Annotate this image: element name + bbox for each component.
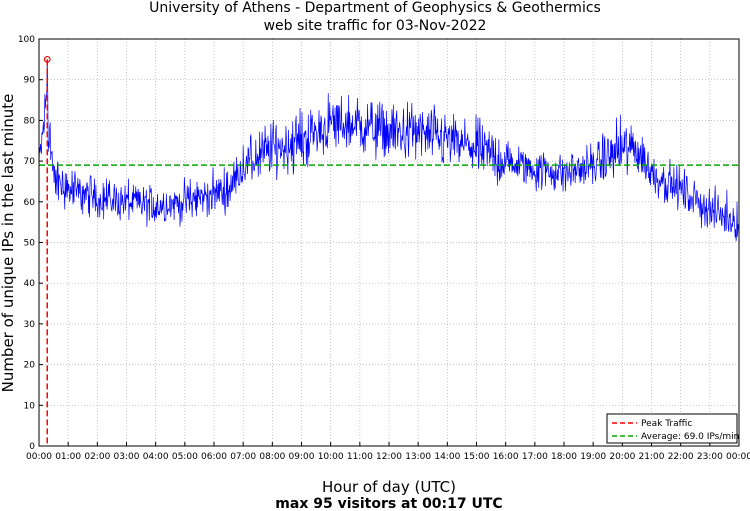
x-tick-label: 03:00	[114, 452, 140, 462]
x-tick-label: 01:00	[55, 452, 81, 462]
traffic-series-line	[38, 59, 740, 242]
chart-subtitle: web site traffic for 03-Nov-2022	[264, 18, 487, 34]
legend-average-label: Average: 69.0 IPs/min	[641, 432, 739, 442]
y-tick-layer: 0 10 20 30 40 50 60 70 80 90 100	[18, 35, 43, 452]
y-tick-label: 10	[24, 401, 36, 411]
x-tick-label: 05:00	[172, 452, 198, 462]
x-tick-label: 02:00	[84, 452, 110, 462]
x-tick-label: 11:00	[347, 452, 373, 462]
y-tick-label: 0	[29, 442, 35, 452]
y-tick-label: 50	[24, 239, 36, 249]
y-tick-label: 20	[24, 361, 36, 371]
x-tick-label: 00:00	[726, 452, 750, 462]
x-tick-label: 12:00	[376, 452, 402, 462]
x-tick-label: 08:00	[259, 452, 285, 462]
x-tick-label: 17:00	[522, 452, 548, 462]
x-tick-label: 16:00	[493, 452, 519, 462]
x-tick-label: 07:00	[230, 452, 256, 462]
x-tick-label: 09:00	[289, 452, 315, 462]
x-tick-label: 04:00	[143, 452, 169, 462]
legend-peak-label: Peak Traffic	[641, 419, 692, 429]
y-tick-label: 60	[24, 198, 36, 208]
y-tick-label: 70	[24, 157, 36, 167]
x-tick-label: 21:00	[639, 452, 665, 462]
y-tick-label: 40	[24, 279, 36, 289]
x-tick-label: 00:00	[26, 452, 52, 462]
x-tick-label: 15:00	[464, 452, 490, 462]
peak-footer: max 95 visitors at 00:17 UTC	[275, 496, 502, 511]
x-tick-label: 23:00	[697, 452, 723, 462]
grid-layer	[39, 39, 739, 446]
y-tick-label: 30	[24, 320, 36, 330]
x-tick-label: 14:00	[434, 452, 460, 462]
x-tick-label: 20:00	[609, 452, 635, 462]
y-tick-label: 80	[24, 116, 36, 126]
x-tick-label: 10:00	[318, 452, 344, 462]
chart-title: University of Athens - Department of Geo…	[149, 0, 601, 16]
x-tick-label: 13:00	[405, 452, 431, 462]
x-axis-title: Hour of day (UTC)	[322, 478, 456, 496]
legend: Peak Traffic Average: 69.0 IPs/min	[606, 413, 739, 444]
x-tick-label: 19:00	[580, 452, 606, 462]
y-tick-label: 90	[24, 76, 36, 86]
marker-layer	[39, 55, 739, 446]
x-tick-label: 06:00	[201, 452, 227, 462]
x-tick-label: 18:00	[551, 452, 577, 462]
x-tick-label: 22:00	[668, 452, 694, 462]
series-layer	[38, 59, 740, 242]
y-tick-label: 100	[18, 35, 35, 45]
peak-point	[43, 55, 51, 63]
x-tick-layer: 00:00 01:00 02:00 03:00 04:00 05:00 06:00 07:00…	[26, 442, 750, 462]
legend-box	[606, 413, 738, 444]
y-axis-title: Number of unique IPs in the last minute	[0, 94, 17, 393]
